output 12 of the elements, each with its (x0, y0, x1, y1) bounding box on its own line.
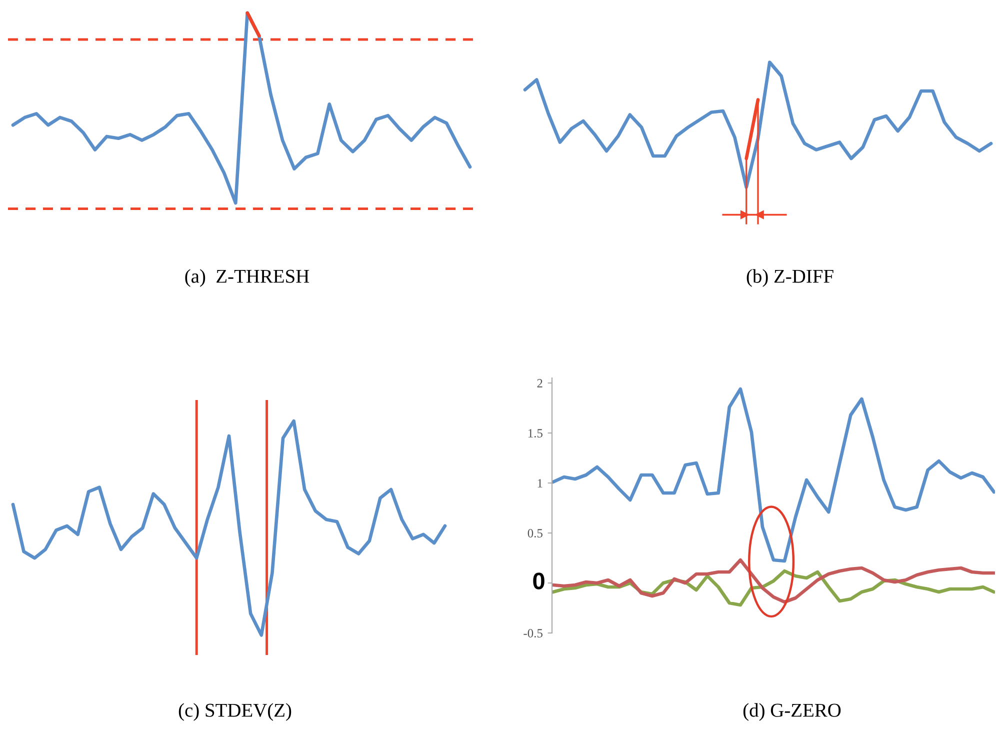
y-tick-label: 0.5 (528, 529, 542, 538)
x-axis-title: (a) Z-THRESH (185, 269, 310, 287)
y-tick-label: -0.5 (524, 629, 542, 638)
line-series (552, 387, 995, 563)
y-tick-label: 1 (538, 479, 542, 488)
x-axis-title: (b) Z-DIFF (746, 269, 834, 287)
y-tick-label: 2 (537, 379, 542, 388)
x-axis-title: (c) STDEV(Z) (178, 703, 292, 721)
x-axis-title: (d) G-ZERO (743, 703, 841, 721)
text: 0 (533, 572, 544, 590)
y-tick-label: 1.5 (528, 429, 542, 438)
line-series (552, 558, 995, 604)
